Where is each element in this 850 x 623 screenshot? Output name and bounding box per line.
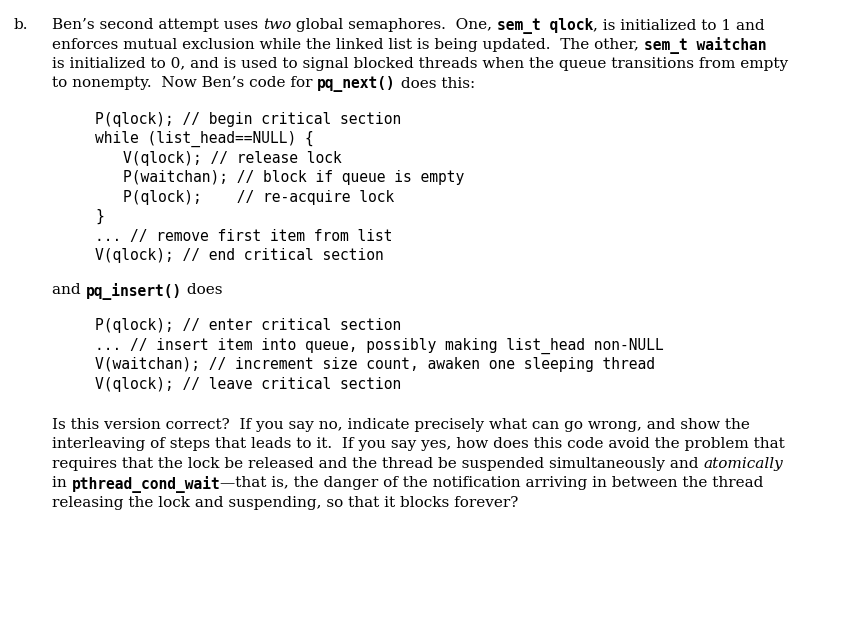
Text: and: and [52,283,86,297]
Text: in: in [52,476,71,490]
Text: to nonempty.  Now Ben’s code for: to nonempty. Now Ben’s code for [52,77,317,90]
Text: pq_next(): pq_next() [317,77,396,92]
Text: while (list_head==NULL) {: while (list_head==NULL) { [95,131,314,147]
Text: , is initialized to 1 and: , is initialized to 1 and [593,18,765,32]
Text: ... // remove first item from list: ... // remove first item from list [95,229,393,244]
Text: P(qlock); // enter critical section: P(qlock); // enter critical section [95,318,401,333]
Text: }: } [95,209,104,224]
Text: —that is, the danger of the notification arriving in between the thread: —that is, the danger of the notification… [220,476,764,490]
Text: Ben’s second attempt uses: Ben’s second attempt uses [52,18,263,32]
Text: P(waitchan); // block if queue is empty: P(waitchan); // block if queue is empty [123,170,464,185]
Text: V(waitchan); // increment size count, awaken one sleeping thread: V(waitchan); // increment size count, aw… [95,358,655,373]
Text: sem_t waitchan: sem_t waitchan [643,37,766,54]
Text: sem_t qlock: sem_t qlock [497,18,593,34]
Text: P(qlock);    // re-acquire lock: P(qlock); // re-acquire lock [123,189,394,204]
Text: is initialized to 0, and is used to signal blocked threads when the queue transi: is initialized to 0, and is used to sign… [52,57,788,71]
Text: pthread_cond_wait: pthread_cond_wait [71,476,220,493]
Text: two: two [263,18,292,32]
Text: Is this version correct?  If you say no, indicate precisely what can go wrong, a: Is this version correct? If you say no, … [52,418,750,432]
Text: P(qlock); // begin critical section: P(qlock); // begin critical section [95,112,401,126]
Text: does: does [182,283,222,297]
Text: global semaphores.  One,: global semaphores. One, [292,18,497,32]
Text: V(qlock); // leave critical section: V(qlock); // leave critical section [95,377,401,392]
Text: b.: b. [14,18,29,32]
Text: atomically: atomically [703,457,783,471]
Text: requires that the lock be released and the thread be suspended simultaneously an: requires that the lock be released and t… [52,457,703,471]
Text: releasing the lock and suspending, so that it blocks forever?: releasing the lock and suspending, so th… [52,496,518,510]
Text: interleaving of steps that leads to it.  If you say yes, how does this code avoi: interleaving of steps that leads to it. … [52,437,785,451]
Text: pq_insert(): pq_insert() [86,283,182,300]
Text: V(qlock); // release lock: V(qlock); // release lock [123,151,342,166]
Text: does this:: does this: [396,77,475,90]
Text: V(qlock); // end critical section: V(qlock); // end critical section [95,248,383,263]
Text: ... // insert item into queue, possibly making list_head non-NULL: ... // insert item into queue, possibly … [95,338,664,354]
Text: enforces mutual exclusion while the linked list is being updated.  The other,: enforces mutual exclusion while the link… [52,37,643,52]
